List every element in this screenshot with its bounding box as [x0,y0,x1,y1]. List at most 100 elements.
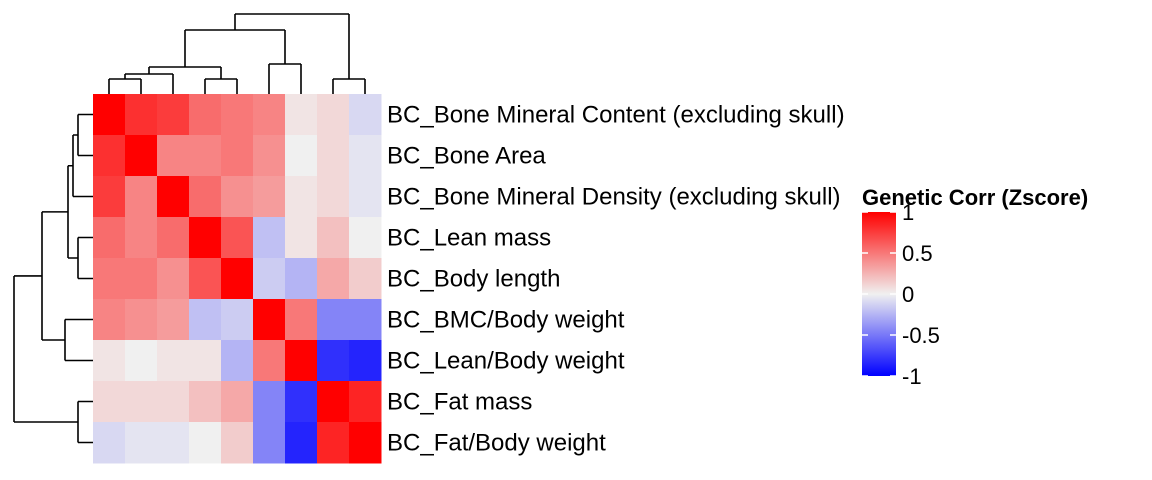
heatmap-cell [349,217,382,259]
heatmap-cell [317,94,350,136]
heatmap-cell [285,422,318,464]
heatmap-cell [285,176,318,218]
heatmap-cell [93,258,126,300]
heatmap-cell [125,381,158,423]
heatmap-cell [93,135,126,177]
heatmap-cell [125,135,158,177]
row-label: BC_Bone Mineral Content (excluding skull… [387,102,845,129]
legend-ticks: 1 0.5 0 -0.5 -1 [862,200,940,389]
heatmap-cell [157,176,190,218]
dendrogram-branch [268,63,302,94]
heatmap-cell [157,381,190,423]
heatmap-cell [253,135,286,177]
heatmap-cell [189,94,222,136]
heatmap-cell [349,176,382,218]
heatmap-cell [349,381,382,423]
heatmap-cell [317,217,350,259]
heatmap-cell [349,299,382,341]
heatmap-cell [157,422,190,464]
heatmap-cell [125,258,158,300]
row-label: BC_Fat mass [387,389,532,416]
dendrogram-branch [184,29,286,67]
row-label: BC_Lean mass [387,225,551,252]
heatmap-cell [189,340,222,382]
heatmap-cell [221,94,254,136]
dendrogram-branch [148,66,222,79]
heatmap-cell [253,217,286,259]
dendrogram-branch [41,211,68,341]
heatmap-cell [125,422,158,464]
heatmap-cell [285,381,318,423]
heatmap-cell [157,94,190,136]
heatmap-cell [349,94,382,136]
heatmap-cell [221,217,254,259]
heatmap-cell [125,94,158,136]
heatmap-cell [349,340,382,382]
heatmap-cell [253,340,286,382]
legend-title: Genetic Corr (Zscore) [862,185,1088,210]
heatmap-cell [93,217,126,259]
dendrogram-branch [124,73,174,94]
heatmap-cells [93,94,382,464]
heatmap-cell [221,176,254,218]
dendrogram-branch [204,78,238,94]
heatmap-cell [93,340,126,382]
heatmap-cell [317,258,350,300]
heatmap-cell [189,381,222,423]
heatmap-cell [189,135,222,177]
row-label: BC_BMC/Body weight [387,307,625,334]
heatmap-cell [93,381,126,423]
heatmap-cell [317,299,350,341]
row-label: BC_Fat/Body weight [387,430,606,457]
legend-tick-label: 0 [902,282,914,307]
dendrogram-branch [64,318,93,362]
heatmap-cell [221,340,254,382]
heatmap-cell [253,381,286,423]
heatmap-cell [157,340,190,382]
heatmap-cell [285,135,318,177]
heatmap-cell [125,299,158,341]
heatmap-cell [317,422,350,464]
color-legend: Genetic Corr (Zscore) 1 0.5 0 -0.5 -1 [862,185,1088,389]
dendrogram-branch [13,275,78,423]
row-label: BC_Lean/Body weight [387,348,625,375]
heatmap-cell [317,176,350,218]
heatmap-cell [349,135,382,177]
row-labels: BC_Bone Mineral Content (excluding skull… [387,102,845,457]
heatmap-cell [157,299,190,341]
legend-tick-label: -0.5 [902,323,940,348]
heatmap-cell [349,422,382,464]
legend-tick-label: 0.5 [902,241,933,266]
heatmap-cell [253,422,286,464]
dendrogram-branch [108,78,142,94]
heatmap-cell [157,217,190,259]
dendrogram-branch [234,13,350,79]
row-dendrogram [13,113,93,444]
heatmap-cell [221,422,254,464]
heatmap-cell [93,94,126,136]
heatmap-cell [349,258,382,300]
heatmap-cell [285,94,318,136]
heatmap-cell [189,299,222,341]
column-dendrogram [108,13,366,94]
heatmap-cell [253,94,286,136]
heatmap-cell [221,299,254,341]
row-label: BC_Body length [387,266,560,293]
heatmap-cell [221,381,254,423]
heatmap-cell [317,135,350,177]
heatmap-cell [189,217,222,259]
heatmap-cell [189,422,222,464]
heatmap-cell [285,340,318,382]
row-label: BC_Bone Area [387,143,546,170]
heatmap-cell [285,258,318,300]
heatmap-cell [253,176,286,218]
dendrogram-branch [72,134,93,198]
heatmap-cell [125,340,158,382]
heatmap-cell [221,258,254,300]
heatmap-cell [253,299,286,341]
heatmap-cell [157,135,190,177]
row-label: BC_Bone Mineral Density (excluding skull… [387,184,841,211]
dendrogram-branch [77,400,93,444]
heatmap-cell [189,176,222,218]
